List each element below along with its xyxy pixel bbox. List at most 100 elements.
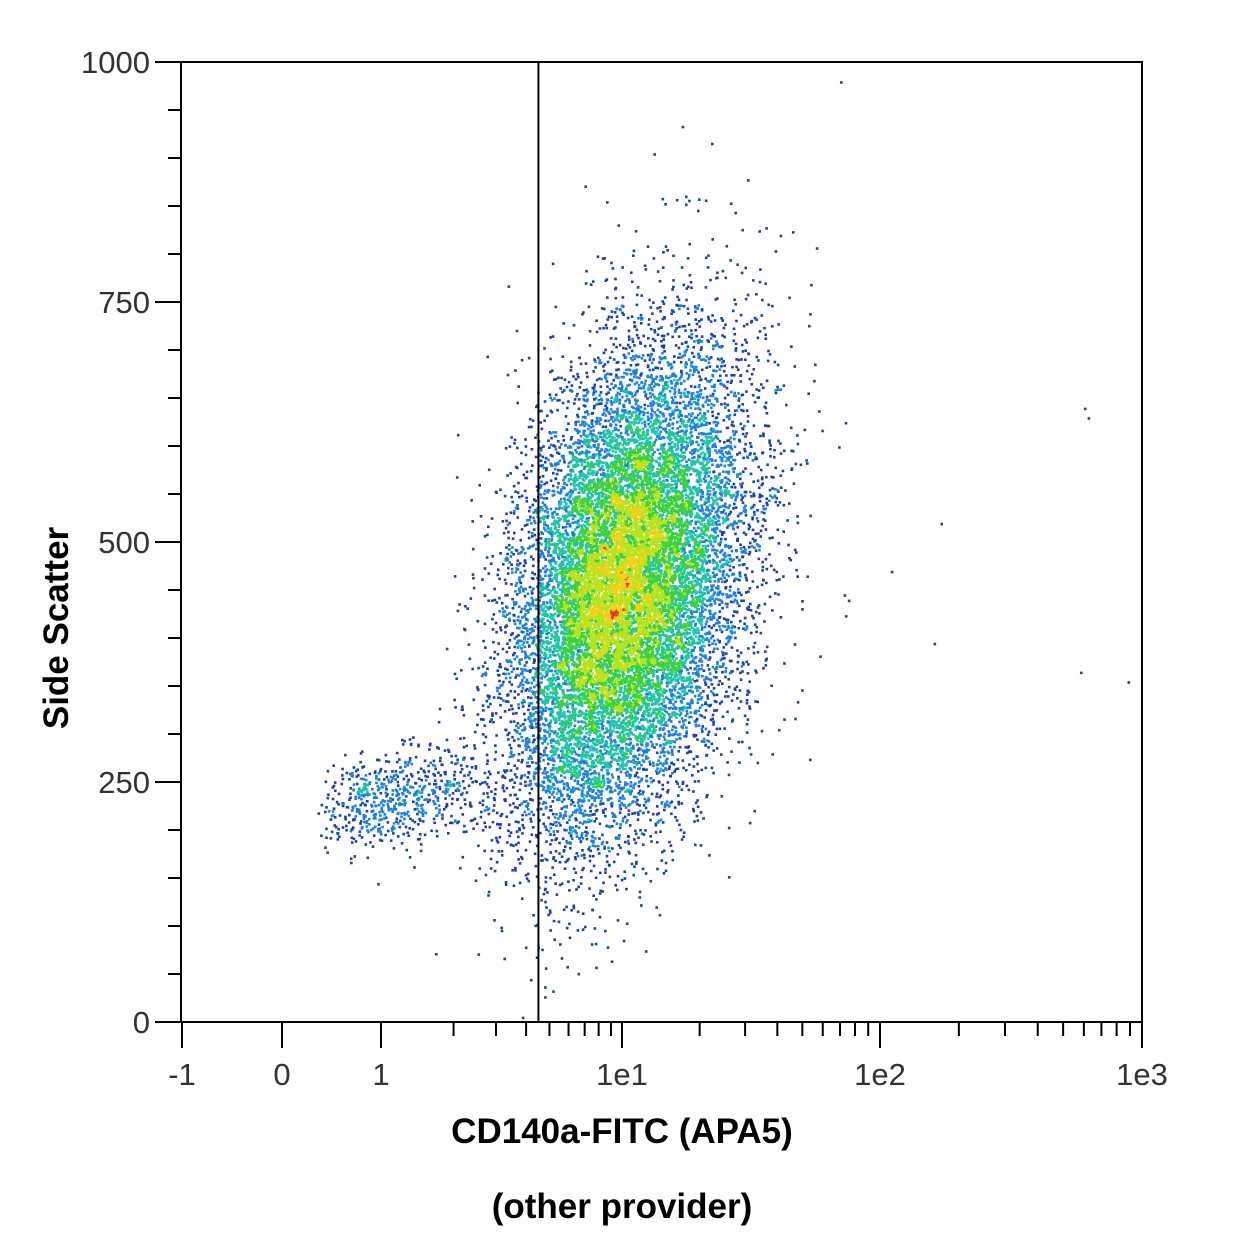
event-dot	[519, 681, 523, 685]
event-dot	[540, 854, 544, 857]
event-dot	[672, 254, 675, 258]
event-dot	[547, 660, 551, 663]
event-dot	[567, 519, 570, 523]
event-dot	[591, 453, 595, 457]
event-dot	[498, 662, 502, 666]
event-dot	[698, 508, 701, 512]
event-dot	[683, 391, 686, 395]
event-dot	[562, 908, 566, 912]
event-dot	[578, 623, 581, 626]
event-dot	[644, 755, 648, 758]
event-dot	[733, 413, 737, 417]
event-dot	[585, 655, 589, 658]
event-dot	[636, 696, 639, 699]
event-dot	[533, 719, 536, 722]
event-dot	[550, 573, 554, 576]
event-dot	[579, 439, 582, 443]
event-dot	[560, 731, 564, 735]
event-dot	[610, 558, 613, 561]
event-dot	[682, 598, 686, 601]
event-dot	[734, 347, 738, 350]
event-dot	[587, 737, 590, 740]
event-dot	[547, 687, 550, 690]
event-dot	[517, 820, 520, 824]
event-dot	[472, 576, 475, 580]
event-dot	[445, 647, 449, 651]
event-dot	[550, 754, 554, 757]
event-dot	[617, 844, 621, 847]
event-dot	[633, 558, 636, 562]
event-dot	[620, 438, 624, 441]
event-dot	[515, 843, 518, 846]
event-dot	[714, 436, 717, 439]
event-dot	[686, 345, 690, 348]
event-dot	[555, 749, 558, 752]
event-dot	[665, 724, 669, 727]
event-dot	[736, 514, 740, 518]
event-dot	[722, 504, 725, 508]
event-dot	[624, 581, 627, 585]
event-dot	[642, 670, 645, 674]
event-dot	[745, 567, 749, 570]
event-dot	[602, 669, 605, 673]
event-dot	[542, 642, 545, 645]
event-dot	[673, 706, 676, 709]
event-dot	[554, 551, 558, 555]
event-dot	[544, 605, 547, 608]
event-dot	[529, 636, 532, 639]
event-dot	[682, 486, 686, 490]
event-dot	[621, 541, 624, 545]
event-dot	[505, 512, 508, 516]
event-dot	[598, 422, 602, 426]
event-dot	[602, 811, 605, 814]
event-dot	[494, 744, 497, 747]
event-dot	[762, 505, 765, 508]
event-dot	[668, 765, 671, 768]
event-dot	[731, 430, 735, 433]
event-dot	[529, 515, 532, 519]
event-dot	[634, 524, 637, 528]
event-dot	[663, 296, 667, 299]
event-dot	[711, 394, 715, 398]
event-dot	[557, 754, 560, 757]
event-dot	[600, 693, 604, 697]
event-dot	[602, 512, 605, 515]
event-dot	[597, 398, 601, 402]
event-dot	[533, 852, 537, 856]
event-dot	[714, 445, 717, 448]
event-dot	[576, 782, 579, 786]
event-dot	[625, 677, 628, 680]
event-dot	[546, 775, 549, 778]
event-dot	[524, 748, 528, 752]
event-dot	[606, 764, 610, 767]
event-dot	[679, 712, 683, 715]
event-dot	[560, 749, 563, 753]
event-dot	[662, 529, 666, 533]
event-dot	[669, 844, 673, 847]
event-dot	[718, 529, 722, 533]
event-dot	[590, 456, 594, 460]
event-dot	[615, 373, 618, 377]
event-dot	[577, 608, 581, 612]
event-dot	[720, 403, 723, 406]
event-dot	[657, 570, 661, 573]
event-dot	[681, 563, 684, 567]
event-dot	[496, 822, 499, 826]
event-dot	[575, 818, 578, 822]
event-dot	[638, 409, 642, 413]
event-dot	[567, 719, 570, 723]
event-dot	[489, 772, 492, 776]
event-dot	[583, 420, 586, 424]
event-dot	[690, 329, 693, 332]
event-dot	[651, 378, 655, 381]
event-dot	[561, 580, 564, 583]
event-dot	[588, 845, 591, 849]
event-dot	[729, 545, 733, 549]
event-dot	[589, 430, 593, 433]
event-dot	[687, 640, 691, 643]
event-dot	[722, 470, 725, 473]
event-dot	[594, 942, 598, 946]
event-dot	[605, 576, 608, 579]
event-dot	[704, 654, 707, 657]
event-dot	[549, 570, 552, 574]
